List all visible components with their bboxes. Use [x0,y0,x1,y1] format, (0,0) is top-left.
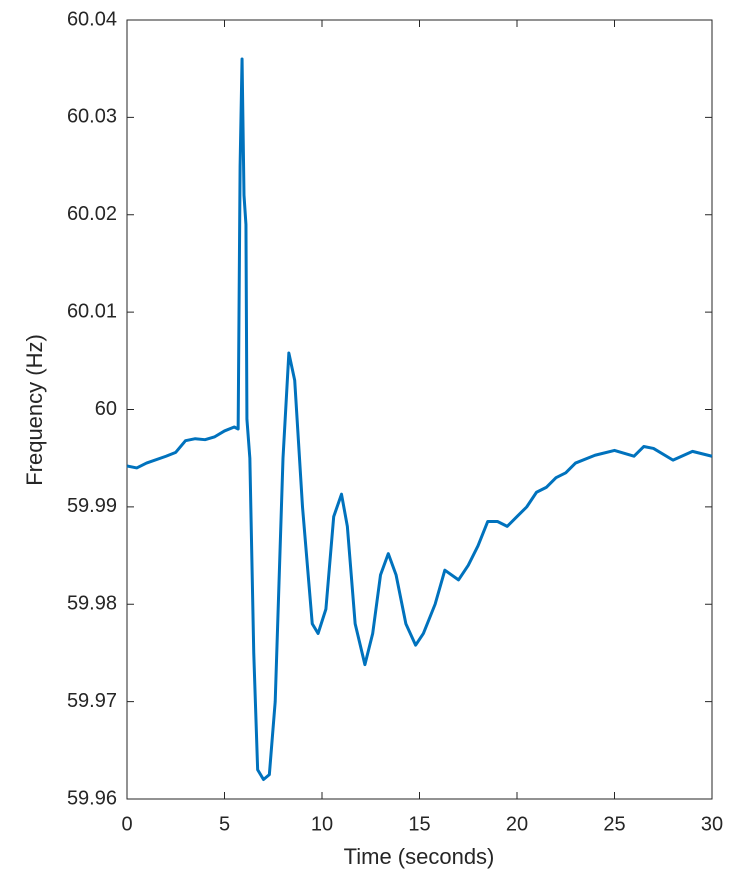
y-tick-label: 60.03 [67,106,117,128]
y-tick-label: 59.98 [67,593,117,615]
x-tick-label: 10 [311,813,333,835]
x-tick-label: 0 [121,813,132,835]
x-tick-label: 20 [506,813,528,835]
y-tick-label: 59.97 [67,690,117,712]
y-tick-label: 59.99 [67,495,117,517]
x-axis-label: Time (seconds) [344,844,495,869]
y-axis-label: Frequency (Hz) [22,334,47,486]
data-line [126,57,713,782]
x-tick-label: 15 [408,813,430,835]
y-tick-label: 60.02 [67,203,117,225]
y-tick-label: 60.01 [67,300,117,322]
plot-frame [126,19,713,800]
y-tick-label: 60 [95,398,117,420]
x-tick-label: 25 [603,813,625,835]
y-tick-label: 60.04 [67,8,117,30]
x-tick-label: 5 [219,813,230,835]
y-tick-label: 59.96 [67,787,117,809]
x-tick-label: 30 [701,813,723,835]
